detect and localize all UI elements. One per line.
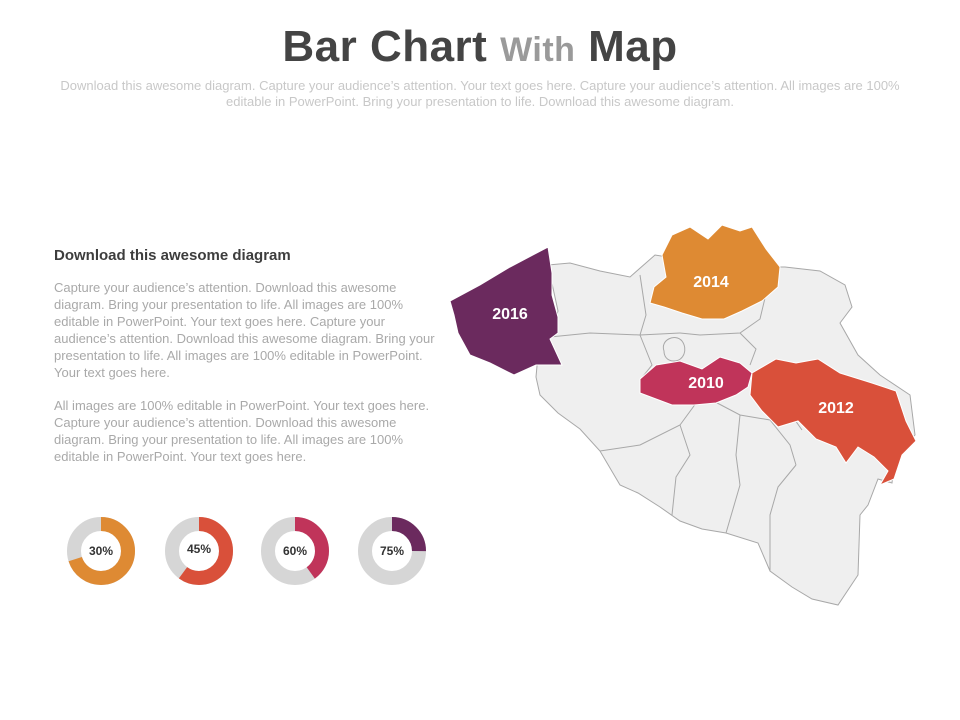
map-region-2014	[649, 224, 781, 320]
map-svg: 2016 2014 2010 2012	[449, 224, 917, 606]
title-part-1: Bar Chart	[282, 22, 488, 71]
map-label-2016: 2016	[492, 306, 528, 323]
donut-label: 60%	[282, 544, 308, 558]
title-part-2: With	[500, 31, 576, 69]
donut-arc	[261, 517, 329, 585]
donut-label: 75%	[379, 544, 405, 558]
map-region-2016	[449, 246, 563, 376]
donut-ring-1	[67, 517, 135, 585]
map-province-borders	[549, 274, 803, 571]
donut-label: 30%	[88, 544, 114, 558]
subtitle: Download this awesome diagram. Capture y…	[60, 78, 900, 109]
donut-ring-2	[165, 517, 233, 585]
map-label-2012: 2012	[818, 400, 854, 417]
donut-label: 45%	[186, 542, 212, 556]
donut-ring-4	[358, 517, 426, 585]
paragraph-2: All images are 100% editable in PowerPoi…	[54, 398, 430, 464]
title-part-3: Map	[588, 22, 678, 71]
donut-chart-3: 60%	[258, 514, 332, 588]
paragraph-1: Capture your audience’s attention. Downl…	[54, 280, 435, 380]
donut-arc	[165, 517, 233, 585]
donut-ring-3	[261, 517, 329, 585]
page-title: Bar Chart With Map	[0, 22, 960, 72]
donut-chart-2: 45%	[162, 514, 236, 588]
map-label-2014: 2014	[693, 274, 729, 291]
map-label-2010: 2010	[688, 375, 724, 392]
belgium-map: 2016 2014 2010 2012	[440, 215, 930, 620]
map-region-2010	[639, 356, 753, 406]
map-region-2012	[749, 358, 917, 487]
section-heading: Download this awesome diagram	[54, 247, 291, 264]
donut-arc	[358, 517, 426, 585]
donut-chart-1: 30%	[64, 514, 138, 588]
donut-chart-4: 75%	[355, 514, 429, 588]
donut-arc	[67, 517, 135, 585]
